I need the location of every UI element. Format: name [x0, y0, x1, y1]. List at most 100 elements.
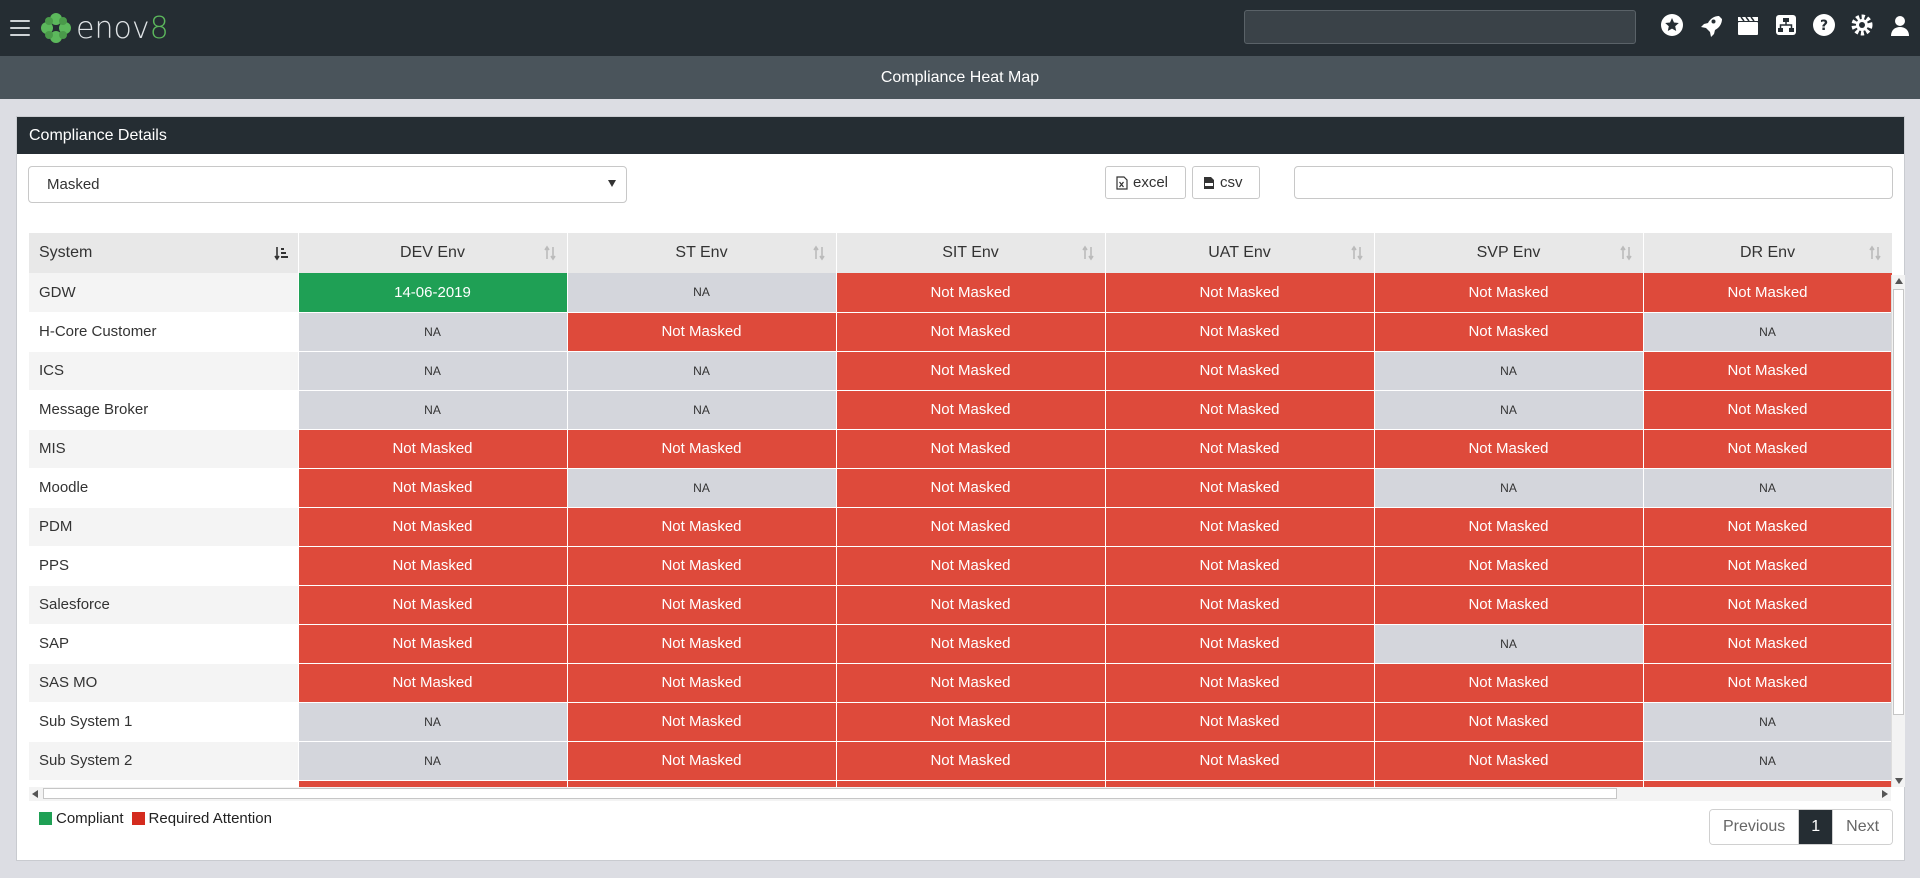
status-cell-compliant: 14-06-2019: [298, 273, 568, 313]
system-name-cell: GDW: [29, 273, 299, 313]
export-excel-button[interactable]: excel: [1105, 166, 1186, 199]
status-cell-attention: Not Masked: [567, 312, 837, 352]
column-header-env[interactable]: DR Env: [1643, 233, 1892, 273]
sort-icon[interactable]: [1868, 245, 1882, 261]
status-cell-attention: Not Masked: [1105, 702, 1375, 742]
status-cell-na: NA: [1643, 741, 1892, 781]
help-icon[interactable]: ?: [1812, 13, 1836, 37]
status-cell-attention: Not Masked: [836, 702, 1106, 742]
status-cell-na: NA: [298, 741, 568, 781]
status-cell-attention: Not Masked: [567, 429, 837, 469]
table-row: GDW 14-06-2019 NA Not Masked Not Masked Not M…: [29, 273, 1892, 313]
column-header-env[interactable]: SIT Env: [836, 233, 1106, 273]
status-cell-attention: Not Masked: [1105, 273, 1375, 313]
column-header-env[interactable]: UAT Env: [1105, 233, 1375, 273]
scroll-down-icon[interactable]: [1895, 778, 1903, 784]
legend-attention: Required Attention: [131, 810, 272, 827]
sort-icon[interactable]: [1619, 245, 1633, 261]
panel-title: Compliance Details: [17, 117, 1904, 154]
status-cell-attention: Not Masked: [1374, 702, 1644, 742]
column-header-env[interactable]: ST Env: [567, 233, 837, 273]
table-row: Salesforce Not Masked Not Masked Not Masked…: [29, 585, 1892, 625]
status-cell-attention: Not Masked: [836, 429, 1106, 469]
horizontal-scroll-thumb[interactable]: [43, 788, 1617, 799]
export-csv-button[interactable]: csv: [1192, 166, 1260, 199]
system-name-cell: Moodle: [29, 468, 299, 508]
table-row: PDM Not Masked Not Masked Not Masked Not Mas…: [29, 507, 1892, 547]
column-header-system[interactable]: System: [29, 233, 299, 273]
system-name-cell: Sub System 1: [29, 702, 299, 742]
status-cell-attention: Not Masked: [1643, 429, 1892, 469]
status-cell-attention: Not Masked: [567, 624, 837, 664]
rocket-icon[interactable]: [1698, 13, 1722, 37]
system-name-cell: [29, 780, 299, 787]
table-row: SAS MO Not Masked Not Masked Not Masked Not …: [29, 663, 1892, 703]
status-cell-attention: Not Masked: [1105, 351, 1375, 391]
status-cell-attention: Not Masked: [567, 585, 837, 625]
status-cell-attention: Not Masked: [567, 507, 837, 547]
clapperboard-icon[interactable]: [1736, 13, 1760, 37]
status-cell-attention: Not Masked: [1105, 585, 1375, 625]
next-page-button[interactable]: Next: [1833, 810, 1893, 844]
top-navbar: enov8 ?: [0, 0, 1920, 56]
settings-gear-icon[interactable]: [1850, 13, 1874, 37]
attention-swatch: [131, 812, 145, 825]
brand-name: enov8: [76, 10, 169, 46]
horizontal-scrollbar[interactable]: [29, 787, 1891, 801]
status-cell-na: NA: [1374, 624, 1644, 664]
column-header-env[interactable]: SVP Env: [1374, 233, 1644, 273]
scroll-left-icon[interactable]: [32, 790, 38, 798]
status-cell-attention: Not Masked: [836, 546, 1106, 586]
menu-icon[interactable]: [10, 20, 30, 36]
status-cell-attention: Not Masked: [298, 429, 568, 469]
status-cell-na: NA: [298, 351, 568, 391]
vertical-scroll-thumb[interactable]: [1893, 289, 1904, 715]
table-row: SAP Not Masked Not Masked Not Masked Not Mas…: [29, 624, 1892, 664]
column-header-env[interactable]: DEV Env: [298, 233, 568, 273]
page-1-button[interactable]: 1: [1799, 810, 1834, 844]
previous-page-button[interactable]: Previous: [1710, 810, 1800, 844]
table-row: Moodle Not Masked NA Not Masked Not Masked NA…: [29, 468, 1892, 508]
brand-logo[interactable]: enov8: [38, 10, 169, 46]
status-cell-na: NA: [567, 351, 837, 391]
status-cell-attention: Not Masked: [836, 468, 1106, 508]
status-cell-attention: Not Masked: [836, 585, 1106, 625]
status-cell-attention: Not Masked: [298, 468, 568, 508]
sort-icon[interactable]: [1081, 245, 1095, 261]
status-cell-na: NA: [1643, 468, 1892, 508]
compliant-swatch: [39, 812, 52, 825]
sort-ascending-icon[interactable]: [273, 245, 288, 261]
svg-text:?: ?: [1820, 18, 1828, 34]
global-search-input[interactable]: [1244, 10, 1636, 44]
status-cell-attention: Not Masked: [1643, 624, 1892, 664]
scroll-up-icon[interactable]: [1895, 278, 1903, 284]
mask-filter-value: Masked: [47, 176, 100, 193]
status-cell-attention: Not Masked: [1374, 741, 1644, 781]
table-search-input[interactable]: [1294, 166, 1893, 199]
sort-icon[interactable]: [1350, 245, 1364, 261]
table-row: Sub System 1 NA Not Masked Not Masked Not Ma…: [29, 702, 1892, 742]
table-row: Sub System 2 NA Not Masked Not Masked Not Ma…: [29, 741, 1892, 781]
status-cell-attention: Not Masked: [298, 663, 568, 703]
mask-filter-select[interactable]: Masked: [28, 166, 627, 203]
user-profile-icon[interactable]: [1888, 13, 1912, 37]
compliance-heatmap-table: System DEV Env ST Env SIT Env UAT Env SVP Env…: [29, 233, 1892, 787]
sort-icon[interactable]: [812, 245, 826, 261]
status-cell-attention: Not Masked: [836, 624, 1106, 664]
sort-icon[interactable]: [543, 245, 557, 261]
status-cell-attention: Not Masked: [836, 273, 1106, 313]
scroll-right-icon[interactable]: [1882, 790, 1888, 798]
status-cell-na: NA: [1643, 312, 1892, 352]
vertical-scrollbar[interactable]: [1891, 275, 1905, 787]
status-cell-attention: Not Masked: [1105, 741, 1375, 781]
legend-compliant: Compliant: [39, 810, 124, 827]
compliance-details-panel: Compliance Details Masked excel csv Syst…: [16, 116, 1905, 861]
system-name-cell: Salesforce: [29, 585, 299, 625]
sitemap-icon[interactable]: [1774, 13, 1798, 37]
favorites-star-icon[interactable]: [1660, 13, 1684, 37]
status-cell-na: NA: [1374, 468, 1644, 508]
page-title: Compliance Heat Map: [880, 68, 1040, 86]
table-row: MIS Not Masked Not Masked Not Masked Not Mas…: [29, 429, 1892, 469]
status-cell-attention: Not Masked: [298, 546, 568, 586]
table-row: ICS NA NA Not Masked Not Masked NA Not Masked: [29, 351, 1892, 391]
